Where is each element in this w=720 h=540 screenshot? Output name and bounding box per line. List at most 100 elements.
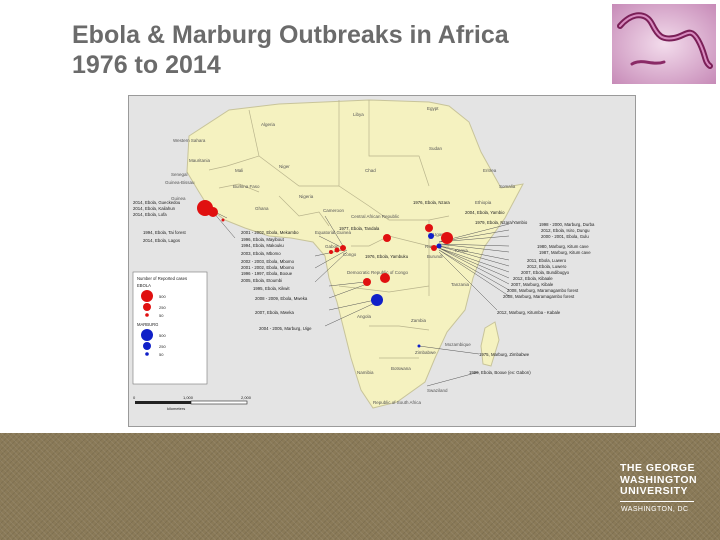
outbreak-marker-gulu [441, 232, 453, 244]
label-mbomo-2002: 2002 - 2003, Ebola, Mbomo [241, 259, 295, 264]
outbreak-marker-durba [428, 233, 434, 239]
label-nzara-yambio: 1979, Ebola, Nzara/Yambio [475, 220, 528, 225]
outbreak-marker-kitum [436, 243, 442, 249]
title-line-1: Ebola & Marburg Outbreaks in Africa [72, 21, 509, 49]
legend-ebola-500 [141, 290, 153, 302]
label-kitumba-kabale: 2012, Marburg, Kitumba - Kabale [497, 310, 561, 315]
country-namibia: Namibia [357, 370, 374, 375]
country-senegal: Senegal [171, 172, 188, 177]
label-kibaale: 2012, Ebola, Kibaale [513, 276, 553, 281]
country-south-africa: Republic of South Africa [373, 400, 422, 405]
outbreak-marker-mbomo [340, 245, 346, 251]
legend-marburg-label: MARBURG [137, 322, 158, 327]
legend-marburg-250-label: 250 [159, 344, 166, 349]
logo-city: WASHINGTON, DC [621, 506, 689, 513]
africa-outbreak-map: Algeria Western Sahara Mauritania Mali S… [128, 95, 636, 427]
country-zimbabwe: Zimbabwe [415, 350, 436, 355]
slide-title: Ebola & Marburg Outbreaks in Africa 1976… [72, 20, 582, 80]
logo-line-2: WASHINGTON [620, 473, 698, 486]
label-kitum-1980: 1980, Marburg, Kitum cave [537, 244, 589, 249]
label-nzara-1976: 1976, Ebola, Nzara [413, 200, 450, 205]
country-tanzania: Tanzania [451, 282, 470, 287]
outbreak-marker-mekambo [334, 247, 340, 253]
label-luwero-2011: 2011, Ebola, Luwero [527, 258, 567, 263]
label-makouku: 1994, Ebola, Makouku [241, 243, 284, 248]
country-mozambique: Mozambique [445, 342, 471, 347]
country-libya: Libya [353, 112, 364, 117]
country-ghana: Ghana [255, 206, 269, 211]
label-kibale: 2007, Marburg, Kibale [511, 282, 554, 287]
label-yambuku: 1976, Ebola, Yambuku [365, 254, 409, 259]
label-durba: 1998 - 2000, Marburg, Durba [539, 222, 595, 227]
legend-ebola-50-label: 50 [159, 313, 164, 318]
legend-title: Number of Reported cases [137, 276, 187, 281]
label-zimbabwe-1975: 1975, Marburg, Zimbabwe [479, 352, 530, 357]
outbreak-marker-booue [329, 250, 333, 254]
label-booue-ex-gabon: 1996, Ebola, Booue (ex: Gabon) [469, 370, 531, 375]
country-guinea: Guinea [171, 196, 186, 201]
scale-bar: 0 1,000 2,000 kilometers [133, 395, 252, 411]
legend-marburg-50 [145, 352, 149, 356]
legend-ebola-label: EBOLA [137, 283, 151, 288]
country-ethiopia: Ethiopia [475, 200, 492, 205]
madagascar [480, 321, 500, 367]
label-mbomo-2003: 2003, Ebola, Mbomo [241, 251, 281, 256]
country-western-sahara: Western Sahara [173, 138, 206, 143]
label-lagos: 2014, Ebola, Lagos [143, 238, 180, 243]
legend-marburg-50-label: 50 [159, 352, 164, 357]
label-yambio: 2004, Ebola, Yambio [465, 210, 505, 215]
scale-tick-1000: 1,000 [183, 395, 194, 400]
label-kitum-1987: 1987, Marburg, Kitum cave [539, 250, 591, 255]
country-uganda: Uganda [433, 232, 449, 237]
country-cameroon: Cameroon [323, 208, 345, 213]
country-car: Central African Republic [351, 214, 400, 219]
africa-landmass [186, 99, 524, 409]
outbreak-marker-mweka [380, 273, 390, 283]
label-bundibugyo: 2007, Ebola, Bundibugyo [521, 270, 570, 275]
outbreak-marker-nzara [425, 224, 433, 232]
legend-marburg-250 [143, 342, 151, 350]
label-mweka-2008: 2008 - 2009, Ebola, Mweka [255, 296, 308, 301]
country-mauritania: Mauritania [189, 158, 211, 163]
outbreak-marker-bundibugyo [431, 245, 437, 251]
country-burkina-faso: Burkina Faso [233, 184, 260, 189]
label-mayibout: 1996, Ebola, Mayibout [241, 237, 285, 242]
legend-ebola-250 [143, 303, 151, 311]
label-lofa: 2014, Ebola, Lofa [133, 212, 167, 217]
label-booue: 1996 - 1997, Ebola, Booue [241, 271, 293, 276]
map-canvas: Algeria Western Sahara Mauritania Mali S… [129, 96, 635, 426]
country-nigeria: Nigeria [299, 194, 314, 199]
outbreak-marker-lagos [221, 218, 225, 222]
label-gueckedou: 2014, Ebola, Gueckedou [133, 200, 181, 205]
label-kailahun: 2014, Ebola, Kailahun [133, 206, 176, 211]
legend-ebola-500-label: 500 [159, 294, 166, 299]
map-legend: Number of Reported cases EBOLA 500 250 5… [132, 271, 208, 385]
country-sudan: Sudan [429, 146, 443, 151]
legend-ebola-250-label: 250 [159, 305, 166, 310]
label-maramagambo-1: 2008, Marburg, Maramagambo forest [507, 288, 579, 293]
country-equatorial-guinea: Equatorial Guinea [315, 230, 352, 235]
label-kikwit: 1995, Ebola, Kikwit [253, 286, 290, 291]
label-uige: 2004 - 2005, Marburg, Uige [259, 326, 312, 331]
label-maramagambo-2: 2008, Marburg, Maramagambo forest [503, 294, 575, 299]
country-burundi: Burundi [427, 254, 443, 259]
label-mekambo: 2001 - 2002, Ebola, Mekambo [241, 230, 299, 235]
country-guinea-bissau: Guinea-Bissau [165, 180, 195, 185]
university-logo: THE GEORGE WASHINGTON UNIVERSITY [620, 462, 698, 498]
scale-tick-0: 0 [133, 395, 136, 400]
label-etoumbi: 2005, Ebola, Etoumbi [241, 278, 282, 283]
footer-band [0, 433, 720, 540]
label-mbomo-2001: 2001 - 2002, Ebola, Mbomo [241, 265, 295, 270]
outbreak-marker-yambuku [383, 234, 391, 242]
scale-unit: kilometers [167, 406, 185, 411]
logo-line-1: THE GEORGE [620, 462, 696, 474]
country-niger: Niger [279, 164, 290, 169]
country-drc: Democratic Republic of Congo [347, 270, 409, 275]
country-eritrea: Eritrea [483, 168, 497, 173]
label-isiro-dungu: 2012, Ebola, Isiro, Dungu [541, 228, 590, 233]
outbreak-marker-kailahun [208, 207, 218, 217]
label-tandala: 1977, Ebola, Tandala [339, 226, 380, 231]
country-gabon: Gabon [325, 244, 339, 249]
outbreak-marker-kikwit [363, 278, 371, 286]
logo-line-3: UNIVERSITY [620, 485, 689, 497]
